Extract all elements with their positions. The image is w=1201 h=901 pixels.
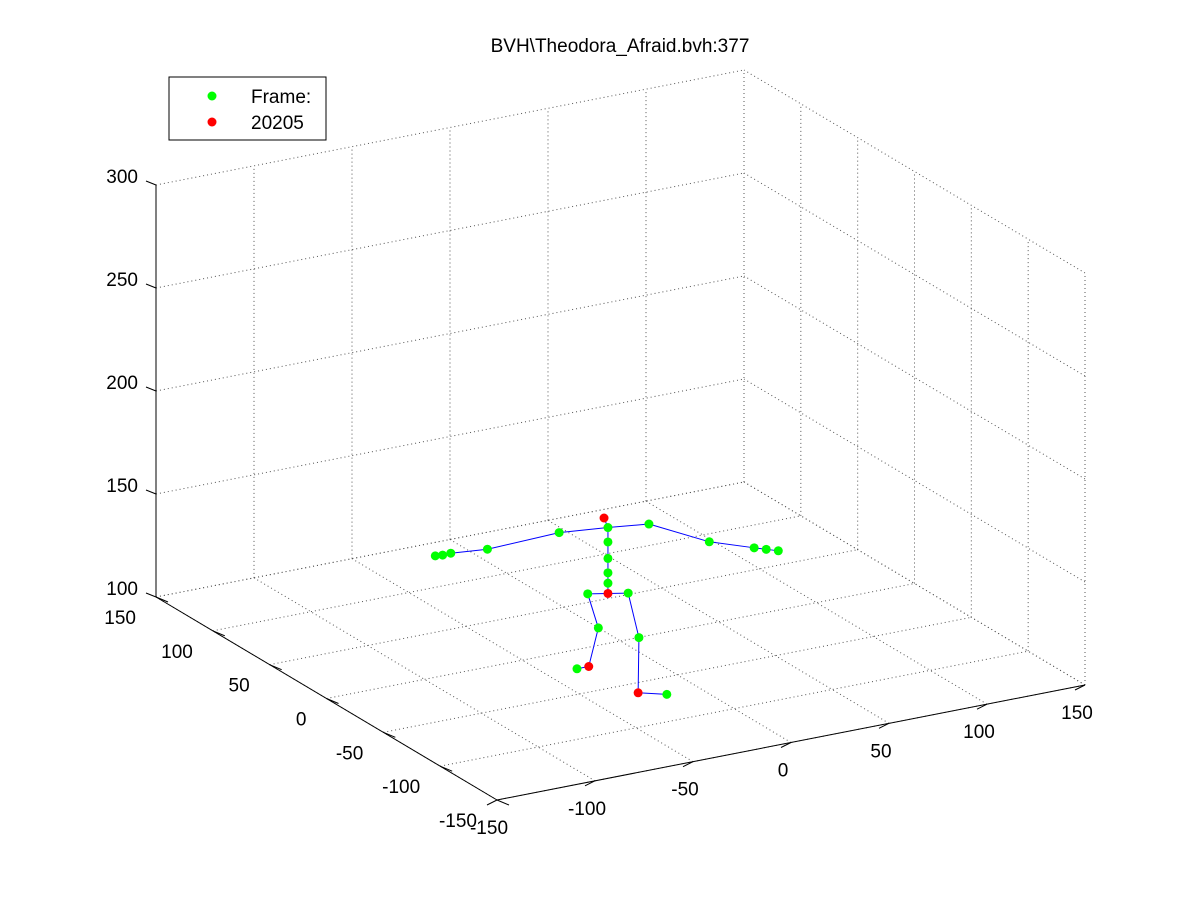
y-tick xyxy=(439,765,453,772)
joint-relbow xyxy=(704,537,714,547)
x-tick-label: -50 xyxy=(671,780,698,801)
joint-ltoe xyxy=(572,664,582,674)
y-tick-label: 0 xyxy=(296,710,307,731)
bone-rhip-rknee xyxy=(627,592,640,638)
y-tick-label: 150 xyxy=(104,608,136,629)
bone-rshoulder-relbow xyxy=(648,523,710,543)
legend-label-frame: Frame: xyxy=(251,87,311,108)
joint-rtoe xyxy=(662,689,672,699)
joint-spine xyxy=(603,578,613,588)
y-tick-label: -50 xyxy=(336,743,363,764)
joint-lhip xyxy=(583,589,593,599)
z-tick-label: 300 xyxy=(106,167,138,188)
joint-rwrist xyxy=(749,543,759,553)
joint-spine3 xyxy=(603,537,613,547)
bone-rankle-rtoe xyxy=(638,692,667,695)
joint-hips xyxy=(603,588,613,598)
x-tick-label: 150 xyxy=(1061,703,1093,724)
axes xyxy=(145,180,1086,806)
z-tick-label: 150 xyxy=(106,476,138,497)
bone-lknee-lankle xyxy=(588,627,599,667)
y-tick xyxy=(212,630,226,637)
joint-rhip xyxy=(623,588,633,598)
legend-box xyxy=(168,76,327,141)
bone-neck-lshoulder xyxy=(559,527,609,534)
joint-lfinger xyxy=(430,551,440,561)
x-tick-label: -150 xyxy=(470,818,508,839)
joint-rhand xyxy=(761,544,771,554)
bone-rknee-rankle xyxy=(637,637,640,693)
bone-neck-rshoulder xyxy=(607,523,649,529)
x-tick xyxy=(976,703,988,710)
chart-title: BVH\Theodora_Afraid.bvh:377 xyxy=(491,36,750,57)
joint-lshoulder xyxy=(554,528,564,538)
z-tick-label: 250 xyxy=(106,270,138,291)
x-tick-label: 50 xyxy=(870,741,891,762)
z-tick xyxy=(145,386,157,392)
legend: Frame: 20205 xyxy=(168,76,327,141)
z-tick xyxy=(145,180,157,186)
legend-marker-frame xyxy=(207,91,217,101)
joint-rankle xyxy=(633,688,643,698)
y-tick xyxy=(496,799,510,806)
bone-lhip-lknee xyxy=(587,593,599,629)
joint-lelbow xyxy=(482,544,492,554)
y-tick xyxy=(155,596,169,603)
joint-lhand xyxy=(438,550,448,560)
y-tick-label: 50 xyxy=(229,676,250,697)
joint-spine2 xyxy=(603,553,613,563)
joint-lankle xyxy=(584,662,594,671)
x-tick xyxy=(1074,684,1086,691)
z-tick xyxy=(145,283,157,289)
z-tick xyxy=(145,489,157,495)
legend-marker-20205 xyxy=(207,117,217,127)
x-tick xyxy=(584,780,596,787)
skeleton-joints xyxy=(430,513,783,699)
y-tick xyxy=(326,698,339,704)
joint-rshoulder xyxy=(644,519,654,529)
joint-spine1 xyxy=(603,568,613,578)
x-tick xyxy=(682,761,694,768)
legend-label-20205: 20205 xyxy=(251,113,304,134)
y-tick xyxy=(383,731,396,738)
y-tick-label: -150 xyxy=(439,811,477,832)
y-tick-label: 100 xyxy=(161,642,193,663)
joint-head xyxy=(599,513,609,523)
joint-neck xyxy=(603,523,613,533)
y-tick xyxy=(269,664,282,671)
x-tick-label: -100 xyxy=(568,799,606,820)
joint-rknee xyxy=(634,633,644,643)
joint-rfinger xyxy=(773,546,783,556)
x-tick xyxy=(878,722,890,729)
bone-relbow-rwrist xyxy=(709,541,755,549)
x-tick-label: 100 xyxy=(963,722,995,743)
x-tick xyxy=(780,742,792,748)
joint-lknee xyxy=(593,623,603,633)
joint-lwrist xyxy=(446,548,456,558)
x-tick-label: 0 xyxy=(778,761,789,782)
z-tick-label: 100 xyxy=(106,579,138,600)
z-tick xyxy=(145,592,157,598)
x-tick xyxy=(486,799,498,806)
tick-labels: -150 -100 -50 0 50 100 150 -150 -100 -50 0 50 100 150… xyxy=(104,167,1093,839)
y-tick-label: -100 xyxy=(382,777,420,798)
bone-lelbow-lwrist xyxy=(450,548,488,554)
z-tick-label: 200 xyxy=(106,373,138,394)
bone-lshoulder-lelbow xyxy=(487,532,560,550)
